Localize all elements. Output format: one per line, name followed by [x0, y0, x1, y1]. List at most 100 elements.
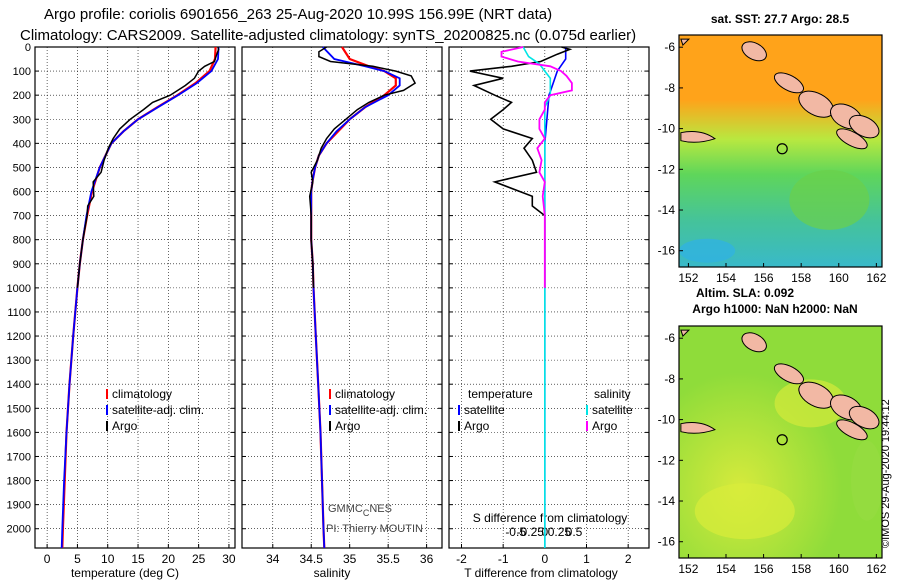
map-panel-sst: 152 154 156 158 160 162 -6 -8 -10 -12 -14 -16 sat. S… [658, 12, 887, 285]
map-y-tick-label: -14 [658, 203, 676, 217]
legend-climatology-label: climatology [112, 387, 172, 401]
depth-tick-label: 1700 [7, 451, 31, 463]
depth-tick-label: 1400 [7, 379, 31, 391]
depth-tick-label: 600 [13, 187, 31, 199]
profile-location-marker [776, 143, 788, 155]
depth-tick-label: 1000 [7, 283, 31, 295]
map-y-tick-label: -12 [658, 453, 676, 467]
map-x-tick-label: 156 [754, 271, 774, 285]
x-tick-label: 34 [266, 552, 280, 566]
legend-t-argo-label: Argo [464, 419, 490, 433]
legend: climatology satellite-adj. clim. Argo [106, 387, 204, 433]
figure-title-line1: Argo profile: coriolis 6901656_263 25-Au… [44, 6, 553, 23]
x-tick-label: 35.5 [376, 552, 400, 566]
map-title: Altim. SLA: 0.092 [696, 286, 794, 300]
profile-panel-difference: -2 -1 0 1 2-0.5-0.250 0.250.5S difference fro… [448, 46, 650, 580]
island-shape [848, 405, 880, 430]
map-y-tick-label: -14 [658, 494, 676, 508]
legend-s-argo-label: Argo [592, 419, 618, 433]
map-x-tick-label: 158 [791, 562, 811, 576]
x-tick-label: 0 [44, 552, 51, 566]
panel-frame [241, 46, 443, 549]
depth-tick-label: 1200 [7, 331, 31, 343]
depth-tick-label: 1500 [7, 403, 31, 415]
x-tick-label: 10 [101, 552, 115, 566]
depth-tick-label: 500 [13, 162, 31, 174]
sx-tick-label: -0.25 [517, 525, 545, 539]
x-tick-label: 15 [131, 552, 145, 566]
x-tick-label: 25 [192, 552, 206, 566]
map-x-tick-label: 158 [791, 271, 811, 285]
sx-axis-label: S difference from climatology [473, 511, 628, 525]
island-shape [836, 419, 868, 441]
map-x-tick-label: 160 [829, 562, 849, 576]
legend-salinity-title: salinity [594, 387, 631, 401]
legend-argo-label: Argo [335, 419, 361, 433]
depth-tick-label: 400 [13, 138, 31, 150]
island-shape [773, 72, 804, 94]
map-x-tick-label: 162 [866, 562, 886, 576]
map-frame [678, 325, 883, 559]
island-shape [836, 128, 868, 150]
map-field [679, 35, 882, 267]
field-patch [850, 440, 883, 521]
legend-satellite-label: satellite-adj. clim. [112, 403, 204, 417]
depth-tick-label: 1100 [7, 307, 31, 319]
map-y-tick-label: -6 [664, 40, 675, 54]
profile-panel-temperature: 0100200300400500600700800900100011001200… [7, 42, 236, 580]
legend-s-satellite-label: satellite [592, 403, 633, 417]
x-tick-label: 1 [583, 552, 590, 566]
depth-tick-label: 2000 [7, 524, 31, 536]
legend-climatology-label: climatology [335, 387, 395, 401]
map-x-tick-label: 154 [716, 562, 736, 576]
map-x-tick-label: 152 [678, 562, 698, 576]
x-tick-label: 2 [625, 552, 632, 566]
field-patch [694, 483, 795, 540]
depth-tick-label: 100 [13, 66, 31, 78]
map-y-tick-label: -8 [664, 372, 675, 386]
depth-tick-label: 1800 [7, 476, 31, 488]
island-shape [848, 114, 880, 139]
island-shape [680, 38, 691, 46]
map-frame [678, 34, 883, 268]
depth-tick-label: 1300 [7, 355, 31, 367]
x-tick-label: -1 [498, 552, 509, 566]
map-x-tick-label: 154 [716, 271, 736, 285]
sx-tick-label: 0.5 [566, 525, 583, 539]
x-tick-label: 35 [343, 552, 357, 566]
depth-tick-label: 700 [13, 211, 31, 223]
panel-frame [34, 46, 236, 549]
map-y-tick-label: -6 [664, 331, 675, 345]
field-patch [789, 169, 870, 230]
x-axis-label: temperature (deg C) [71, 566, 179, 580]
island-shape [680, 422, 716, 434]
map-subtitle: Argo h1000: NaN h2000: NaN [692, 302, 857, 316]
annotation-gmmc: GMMCCNES [328, 503, 392, 518]
map-y-tick-label: -16 [658, 535, 676, 549]
series-s-satellite [522, 46, 552, 548]
x-tick-label: 20 [162, 552, 176, 566]
map-title: sat. SST: 27.7 Argo: 28.5 [711, 12, 850, 26]
sx-tick-label: -0.5 [505, 525, 526, 539]
x-tick-label: 0 [541, 552, 548, 566]
map-x-tick-label: 162 [866, 271, 886, 285]
legend-satellite-label: satellite-adj. clim. [335, 403, 427, 417]
map-x-tick-label: 156 [754, 562, 774, 576]
x-axis-label: T difference from climatology [464, 566, 618, 580]
series-argo [308, 46, 417, 288]
depth-tick-label: 900 [13, 259, 31, 271]
legend: climatology satellite-adj. clim. Argo [329, 387, 427, 433]
map-y-tick-label: -12 [658, 162, 676, 176]
series-s-argo [500, 46, 573, 288]
panel-frame [448, 46, 650, 549]
x-tick-label: 34.5 [300, 552, 324, 566]
series-argo [76, 46, 220, 288]
series-t-argo [469, 46, 573, 288]
x-axis-label: salinity [314, 566, 351, 580]
depth-tick-label: 0 [25, 42, 31, 54]
x-tick-label: 5 [74, 552, 81, 566]
map-y-tick-label: -10 [658, 122, 676, 136]
depth-tick-label: 1600 [7, 427, 31, 439]
map-panel-sla: 152 154 156 158 160 162 -6 -8 -10 -12 -14 -16 Altim.… [658, 286, 887, 576]
